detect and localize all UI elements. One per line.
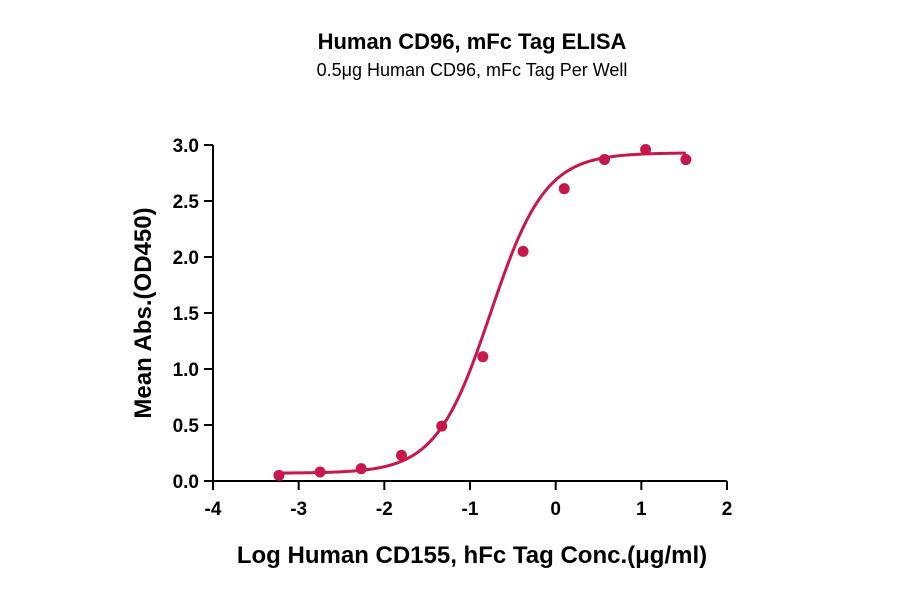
data-point xyxy=(314,466,326,478)
y-tick-label: 0.0 xyxy=(173,472,199,493)
tick-labels: 0.0 0.5 1.0 1.5 2.0 2.5 3.0 -4 -3 -2 -1 0 1 2 xyxy=(173,136,733,520)
x-tick-label: 1 xyxy=(636,499,647,520)
x-tick-label: -3 xyxy=(290,499,307,520)
chart-subtitle: 0.5μg Human CD96, mFc Tag Per Well xyxy=(317,60,628,80)
y-tick-label: 2.5 xyxy=(173,192,200,213)
y-tick-label: 0.5 xyxy=(173,416,200,437)
axes xyxy=(212,145,727,482)
y-tick-label: 1.5 xyxy=(173,304,200,325)
y-axis-title: Mean Abs.(OD450) xyxy=(130,207,157,418)
data-points xyxy=(273,143,692,481)
chart-title: Human CD96, mFc Tag ELISA xyxy=(318,29,627,54)
data-point xyxy=(273,469,285,481)
y-tick-label: 1.0 xyxy=(173,360,199,381)
fit-curve xyxy=(278,151,686,475)
data-point xyxy=(598,154,610,166)
x-tick-label: -4 xyxy=(205,499,222,520)
x-tick-label: -1 xyxy=(462,499,479,520)
data-point xyxy=(558,183,570,195)
data-point xyxy=(477,351,489,363)
y-tick-label: 2.0 xyxy=(173,248,199,269)
data-point xyxy=(395,449,407,461)
data-point xyxy=(640,143,652,155)
x-axis-title: Log Human CD155, hFc Tag Conc.(μg/ml) xyxy=(237,542,707,569)
x-tick-label: 2 xyxy=(722,499,733,520)
data-point xyxy=(436,420,448,432)
x-tick-label: 0 xyxy=(550,499,561,520)
tick-marks xyxy=(204,144,728,490)
data-point xyxy=(355,463,367,475)
data-point xyxy=(517,245,529,257)
x-tick-label: -2 xyxy=(376,499,393,520)
data-point xyxy=(680,154,692,166)
y-tick-label: 3.0 xyxy=(173,136,199,157)
